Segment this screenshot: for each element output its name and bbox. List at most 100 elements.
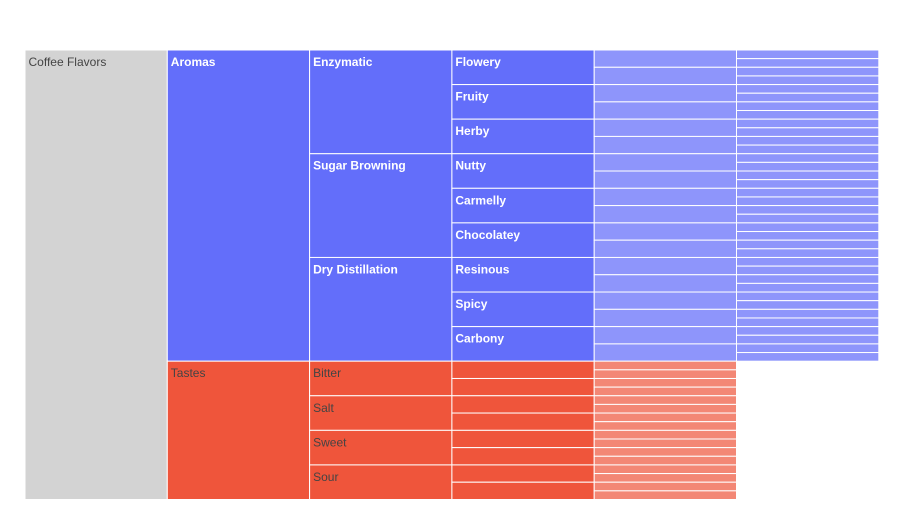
icicle-cell-aromas[interactable]	[166, 49, 311, 362]
icicle-cell-level4-45[interactable]	[593, 308, 738, 328]
icicle-cell-level5-26[interactable]	[736, 196, 880, 207]
icicle-cell-level5-32[interactable]	[736, 231, 880, 241]
icicle-cell-level4-67[interactable]	[593, 429, 738, 440]
icicle-cell-level4-0[interactable]	[593, 49, 738, 68]
icicle-cell-level4-59[interactable]	[593, 386, 738, 397]
icicle-label-tastes: Tastes	[171, 366, 206, 380]
icicle-cell-level3-72[interactable]	[451, 464, 595, 483]
icicle-cell-salt[interactable]	[309, 395, 453, 431]
icicle-cell-level5-16[interactable]	[736, 135, 880, 146]
icicle-label-resinous: Resinous	[455, 262, 509, 276]
icicle-label-herby: Herby	[455, 124, 489, 138]
icicle-cell-level5-4[interactable]	[736, 66, 880, 77]
icicle-cell-carbony[interactable]	[451, 326, 595, 362]
icicle-cell-level4-36[interactable]	[593, 256, 738, 276]
icicle-cell-level5-31[interactable]	[736, 222, 880, 233]
icicle-cell-level4-65[interactable]	[593, 421, 738, 431]
icicle-cell-level5-37[interactable]	[736, 256, 880, 267]
icicle-cell-level4-9[interactable]	[593, 101, 738, 120]
icicle-cell-enzymatic[interactable]	[309, 49, 453, 155]
icicle-cell-level3-54[interactable]	[451, 360, 595, 379]
icicle-cell-level4-71[interactable]	[593, 455, 738, 466]
icicle-cell-level3-69[interactable]	[451, 447, 595, 466]
icicle-cell-level5-8[interactable]	[736, 92, 880, 103]
icicle-cell-level4-70[interactable]	[593, 447, 738, 457]
icicle-cell-chocolatey[interactable]	[451, 222, 595, 258]
icicle-cell-level4-21[interactable]	[593, 170, 738, 189]
icicle-cell-level4-51[interactable]	[593, 343, 738, 362]
icicle-cell-level4-56[interactable]	[593, 369, 738, 379]
icicle-cell-level4-73[interactable]	[593, 464, 738, 475]
icicle-label-bitter: Bitter	[313, 366, 341, 380]
icicle-cell-level5-14[interactable]	[736, 127, 880, 137]
icicle-cell-level4-61[interactable]	[593, 395, 738, 405]
icicle-cell-sugar-browning[interactable]	[309, 153, 453, 258]
icicle-cell-level5-13[interactable]	[736, 118, 880, 129]
icicle-cell-level4-76[interactable]	[593, 481, 738, 492]
icicle-cell-level4-68[interactable]	[593, 438, 738, 449]
icicle-cell-level4-42[interactable]	[593, 291, 738, 310]
icicle-cell-level4-77[interactable]	[593, 490, 738, 501]
icicle-cell-level3-60[interactable]	[451, 395, 595, 414]
icicle-cell-sour[interactable]	[309, 464, 453, 500]
icicle-cell-level5-19[interactable]	[736, 153, 880, 163]
icicle-cell-level4-58[interactable]	[593, 377, 738, 388]
icicle-cell-level5-34[interactable]	[736, 239, 880, 250]
icicle-cell-level3-63[interactable]	[451, 412, 595, 431]
icicle-cell-level4-18[interactable]	[593, 153, 738, 172]
icicle-cell-level4-62[interactable]	[593, 403, 738, 414]
icicle-cell-level4-27[interactable]	[593, 205, 738, 224]
icicle-label-fruity: Fruity	[455, 90, 489, 104]
icicle-cell-level5-49[interactable]	[736, 326, 880, 336]
icicle-cell-level5-2[interactable]	[736, 58, 880, 68]
icicle-cell-level4-12[interactable]	[593, 118, 738, 137]
icicle-cell-level4-33[interactable]	[593, 239, 738, 258]
icicle-cell-level4-15[interactable]	[593, 135, 738, 155]
icicle-cell-level5-7[interactable]	[736, 84, 880, 94]
icicle-cell-level5-41[interactable]	[736, 282, 880, 293]
icicle-cell-level4-6[interactable]	[593, 84, 738, 103]
icicle-cell-level3-75[interactable]	[451, 481, 595, 501]
icicle-cell-level4-24[interactable]	[593, 187, 738, 207]
icicle-cell-level5-53[interactable]	[736, 352, 880, 362]
icicle-label-dry-distillation: Dry Distillation	[313, 262, 398, 276]
icicle-label-chocolatey: Chocolatey	[455, 228, 520, 242]
icicle-cell-level5-20[interactable]	[736, 161, 880, 172]
icicle-label-carbony: Carbony	[455, 332, 504, 346]
icicle-cell-tastes[interactable]	[166, 360, 311, 501]
icicle-cell-level5-1[interactable]	[736, 49, 880, 60]
icicle-cell-flowery[interactable]	[451, 49, 595, 86]
icicle-cell-level5-50[interactable]	[736, 334, 880, 345]
icicle-cell-level5-43[interactable]	[736, 291, 880, 302]
icicle-cell-fruity[interactable]	[451, 84, 595, 120]
icicle-cell-level5-10[interactable]	[736, 101, 880, 112]
icicle-cell-level5-17[interactable]	[736, 144, 880, 155]
icicle-cell-coffee-flavors[interactable]	[24, 49, 168, 500]
icicle-cell-level4-64[interactable]	[593, 412, 738, 423]
icicle-cell-level4-30[interactable]	[593, 222, 738, 241]
icicle-cell-level4-3[interactable]	[593, 66, 738, 86]
icicle-cell-level5-40[interactable]	[736, 274, 880, 284]
icicle-cell-level5-35[interactable]	[736, 248, 880, 258]
icicle-cell-level5-28[interactable]	[736, 205, 880, 215]
icicle-cell-level5-47[interactable]	[736, 317, 880, 328]
icicle-cell-level3-57[interactable]	[451, 377, 595, 397]
icicle-cell-level4-55[interactable]	[593, 360, 738, 371]
icicle-cell-level4-39[interactable]	[593, 274, 738, 293]
icicle-cell-level5-5[interactable]	[736, 75, 880, 86]
icicle-label-nutty: Nutty	[455, 159, 486, 173]
icicle-cell-level5-25[interactable]	[736, 187, 880, 198]
icicle-cell-level3-66[interactable]	[451, 429, 595, 449]
icicle-cell-nutty[interactable]	[451, 153, 595, 189]
icicle-cell-level5-11[interactable]	[736, 110, 880, 120]
icicle-cell-level4-48[interactable]	[593, 326, 738, 345]
icicle-cell-level5-23[interactable]	[736, 179, 880, 189]
icicle-cell-resinous[interactable]	[451, 256, 595, 293]
icicle-cell-level5-44[interactable]	[736, 300, 880, 310]
icicle-cell-level5-46[interactable]	[736, 308, 880, 319]
icicle-cell-level5-38[interactable]	[736, 265, 880, 276]
icicle-cell-level5-52[interactable]	[736, 343, 880, 354]
icicle-cell-level5-29[interactable]	[736, 213, 880, 224]
icicle-cell-level5-22[interactable]	[736, 170, 880, 181]
icicle-cell-level4-74[interactable]	[593, 473, 738, 483]
